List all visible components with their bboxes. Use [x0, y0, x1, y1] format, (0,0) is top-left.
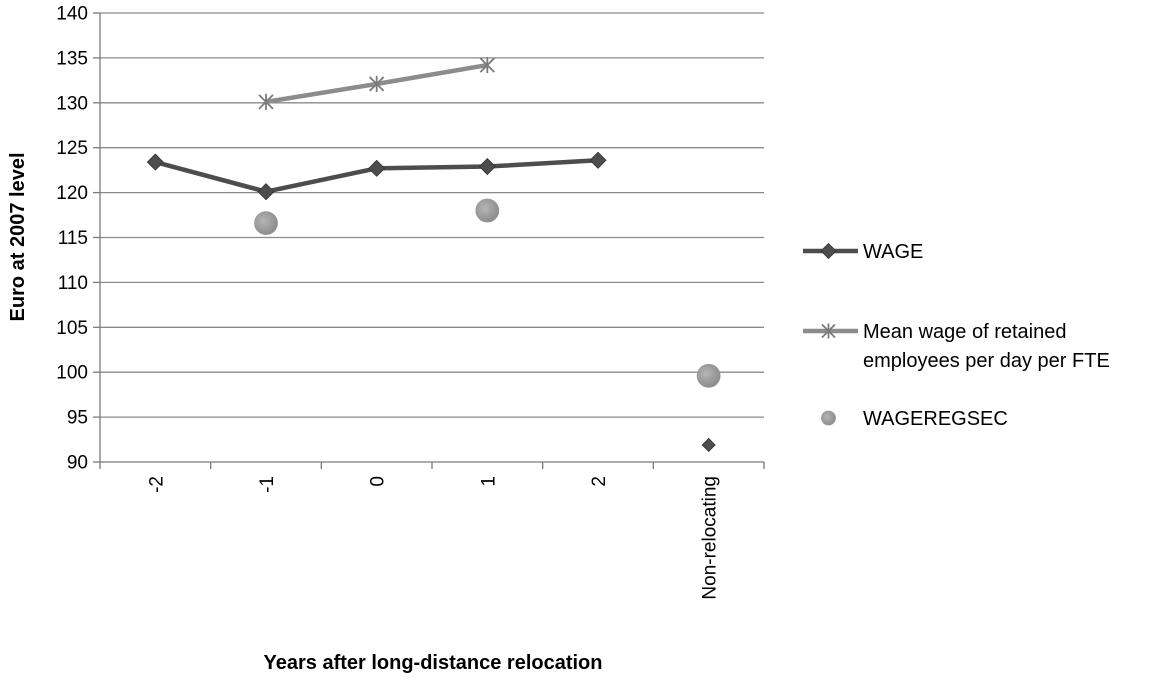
legend-label: Mean wage of retained [863, 321, 1066, 343]
legend-swatch-marker [821, 410, 836, 426]
legend-swatch-marker [820, 242, 837, 260]
y-tick-label: 120 [56, 183, 88, 204]
axes [93, 12, 765, 469]
tick-labels: 90 95 100 105 110 115 120 125 130 135 140 -2 -1 0 1 2 No… [56, 4, 720, 600]
legend-item: WAGE [803, 241, 923, 263]
legend-item: Mean wage of retained employees per day p… [803, 321, 1110, 372]
legend-swatch-marker [821, 323, 836, 339]
series-wageregsec [254, 198, 721, 388]
data-point [257, 183, 275, 201]
data-point [146, 153, 164, 171]
x-tick-label: 2 [589, 476, 610, 487]
y-tick-label: 110 [58, 273, 88, 294]
y-tick-label: 135 [56, 48, 88, 69]
y-tick-label: 100 [56, 363, 88, 384]
y-tick-label: 125 [56, 138, 88, 159]
legend: WAGE Mean wage of retained employees per d… [803, 241, 1110, 430]
y-tick-label: 105 [56, 318, 88, 339]
data-point [696, 363, 721, 388]
legend-label: employees per day per FTE [863, 350, 1110, 372]
series [146, 57, 721, 453]
data-point [589, 151, 607, 169]
data-point [254, 211, 278, 236]
data-point [368, 159, 386, 177]
legend-label: WAGE [863, 241, 923, 263]
data-point [701, 437, 716, 453]
gridlines [100, 12, 764, 418]
y-tick-label: 115 [58, 228, 88, 249]
series-wage [146, 151, 607, 201]
data-point [479, 57, 495, 74]
y-tick-label: 95 [67, 408, 88, 429]
y-axis-title: Euro at 2007 level [7, 153, 29, 322]
y-tick-label: 140 [56, 4, 88, 25]
series-extra-3 [701, 437, 716, 453]
series-mean-wage-of-retained-employees-per-day-per-fte [258, 57, 495, 110]
x-tick-label: -1 [257, 476, 278, 493]
x-axis-title: Years after long-distance relocation [264, 652, 603, 674]
x-tick-label: 1 [478, 476, 499, 487]
data-point [369, 75, 385, 92]
data-point [475, 198, 500, 223]
data-point [258, 93, 274, 110]
y-tick-label: 130 [56, 93, 88, 114]
legend-label: WAGEREGSEC [863, 408, 1008, 430]
x-tick-label: Non-relocating [700, 476, 721, 600]
x-tick-label: 0 [368, 476, 389, 487]
x-tick-label: -2 [146, 476, 167, 493]
data-point [478, 157, 496, 176]
legend-item: WAGEREGSEC [821, 408, 1008, 430]
y-tick-label: 90 [67, 453, 88, 474]
